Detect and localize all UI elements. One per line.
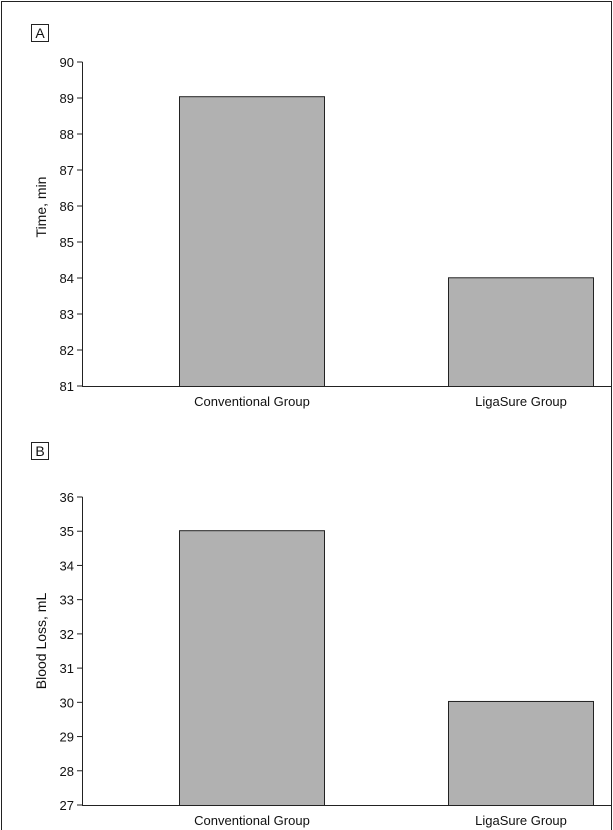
y-tick-label: 34 [60, 558, 74, 573]
panel-b-bars [179, 530, 594, 806]
panel-a: A Time, min 81 82 83 84 85 86 87 88 89 90 Convent… [31, 24, 611, 409]
y-tick-label: 28 [60, 764, 74, 779]
bar [448, 700, 594, 806]
x-tick-label: Conventional Group [194, 813, 310, 828]
panel-a-y-axis-title: Time, min [33, 177, 49, 238]
panel-a-label-box: A [31, 24, 49, 42]
bar [179, 96, 325, 387]
panel-a-label: A [35, 25, 45, 41]
y-tick-label: 82 [60, 343, 74, 358]
x-tick-label: LigaSure Group [475, 813, 567, 828]
bar [448, 277, 594, 387]
x-tick-label: LigaSure Group [475, 394, 567, 409]
panel-b-y-axis: 27 28 29 30 31 32 33 34 35 36 [60, 490, 83, 813]
y-tick-label: 36 [60, 490, 74, 505]
y-tick-label: 86 [60, 199, 74, 214]
panel-b-y-axis-title: Blood Loss, mL [33, 593, 49, 690]
panel-b-label-box: B [31, 442, 49, 460]
panel-b-label: B [35, 443, 44, 459]
y-tick-label: 31 [60, 661, 74, 676]
panel-a-y-axis: 81 82 83 84 85 86 87 88 89 90 [60, 55, 83, 394]
y-tick-label: 32 [60, 627, 74, 642]
y-tick-label: 35 [60, 524, 74, 539]
x-tick-label: Conventional Group [194, 394, 310, 409]
panel-b-x-axis: Conventional Group LigaSure Group [82, 805, 611, 828]
y-tick-label: 88 [60, 127, 74, 142]
y-tick-label: 85 [60, 235, 74, 250]
y-tick-label: 83 [60, 307, 74, 322]
y-tick-label: 30 [60, 695, 74, 710]
y-tick-label: 87 [60, 163, 74, 178]
bar [179, 530, 325, 806]
panel-b: B Blood Loss, mL 27 28 29 30 31 32 33 34 35 36 Co… [31, 442, 611, 828]
y-tick-label: 29 [60, 730, 74, 745]
y-tick-label: 84 [60, 271, 74, 286]
panel-a-x-axis: Conventional Group LigaSure Group [82, 386, 611, 409]
y-tick-label: 33 [60, 593, 74, 608]
y-tick-label: 90 [60, 55, 74, 70]
y-tick-label: 89 [60, 91, 74, 106]
y-tick-label: 27 [60, 798, 74, 813]
panel-a-bars [179, 96, 594, 387]
y-tick-label: 81 [60, 379, 74, 394]
